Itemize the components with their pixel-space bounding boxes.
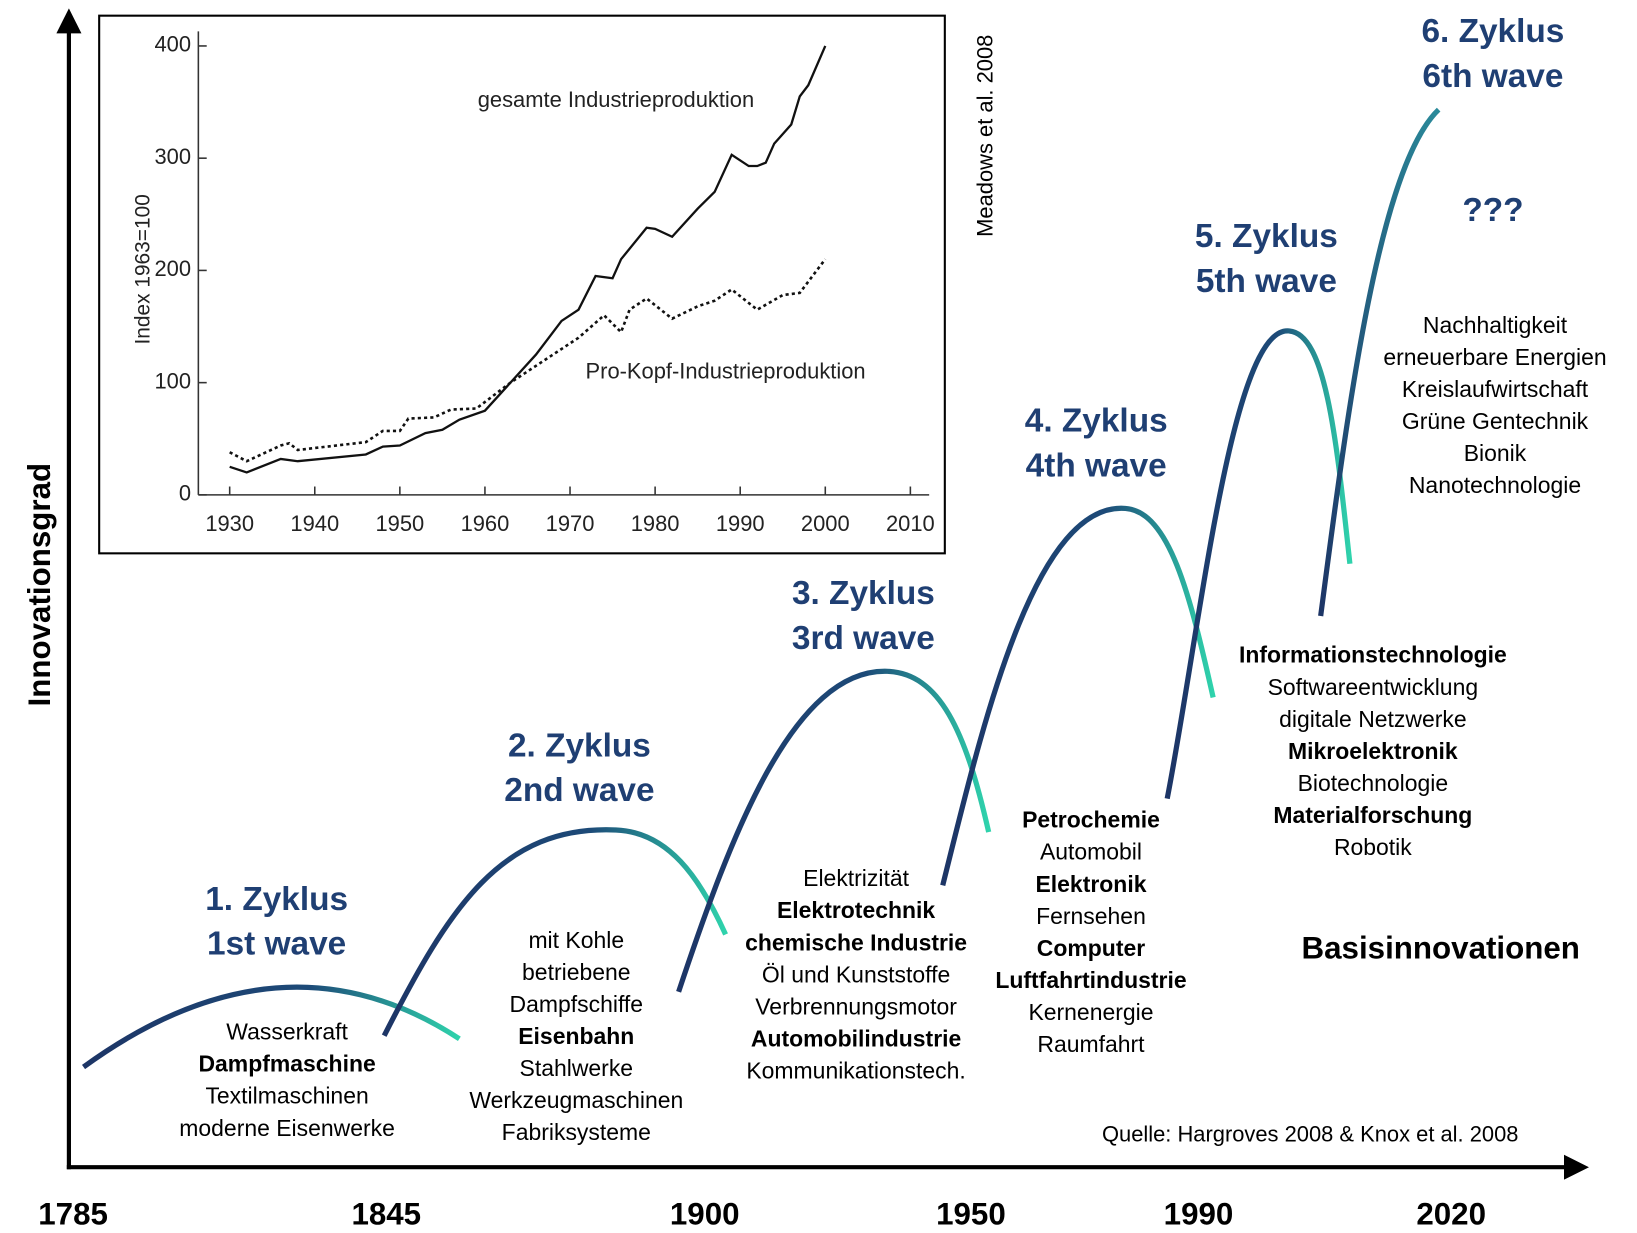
innovation: Wasserkraft <box>226 1019 348 1045</box>
x-tick-label: 1960 <box>461 511 510 536</box>
x-tick-label: 2000 <box>801 511 850 536</box>
series-line <box>229 258 827 463</box>
year-label: 1785 <box>38 1197 108 1232</box>
innovation: Softwareentwicklung <box>1268 674 1479 700</box>
series-label: gesamte Industrieproduktion <box>478 87 754 112</box>
innovation: Raumfahrt <box>1037 1031 1145 1057</box>
x-tick-label: 1930 <box>205 511 254 536</box>
y-tick-label: 100 <box>154 368 191 393</box>
innovation: Werkzeugmaschinen <box>469 1087 683 1113</box>
innovation: Eisenbahn <box>518 1023 634 1049</box>
innovation: chemische Industrie <box>745 929 967 955</box>
wave-curve <box>81 984 461 1070</box>
innovation: Materialforschung <box>1273 802 1472 828</box>
innovation: Elektrizität <box>803 865 909 891</box>
inset-source: Meadows et al. 2008 <box>972 35 997 237</box>
innovation: digitale Netzwerke <box>1279 706 1467 732</box>
y-axis-label: Innovationsgrad <box>22 463 57 707</box>
x-tick-label: 1970 <box>546 511 595 536</box>
wave-title: 5th wave <box>1196 263 1337 300</box>
wave-title: 3. Zyklus <box>792 575 935 612</box>
wave-note: ??? <box>1462 192 1523 229</box>
wave-title: 6th wave <box>1422 58 1563 95</box>
series-label: Pro-Kopf-Industrieproduktion <box>586 359 866 384</box>
innovation: Biotechnologie <box>1298 770 1449 796</box>
innovation: Öl und Kunststoffe <box>762 961 950 987</box>
wave-curve <box>1318 107 1441 617</box>
innovation: Robotik <box>1334 834 1412 860</box>
innovation: erneuerbare Energien <box>1383 344 1606 370</box>
innovation: Fernsehen <box>1036 903 1146 929</box>
x-tick-label: 1940 <box>290 511 339 536</box>
y-tick-label: 0 <box>179 481 191 506</box>
innovation: Fabriksysteme <box>502 1119 651 1145</box>
x-tick-label: 1990 <box>716 511 765 536</box>
wave-curve <box>676 668 992 993</box>
dynamic: 0 100 200 300 400 1930 1940 1950 1960 1970 1980 199… <box>38 13 1606 1231</box>
innovation: betriebene <box>522 959 630 985</box>
x-tick-label: 2010 <box>886 511 935 536</box>
innovation: Dampfschiffe <box>510 991 644 1017</box>
wave-curve <box>940 505 1216 886</box>
year-label: 1900 <box>670 1197 740 1232</box>
x-tick-label: 1950 <box>375 511 424 536</box>
innovation: Luftfahrtindustrie <box>995 967 1186 993</box>
year-label: 1990 <box>1164 1197 1234 1232</box>
wave-title: 3rd wave <box>792 620 935 657</box>
innovation: mit Kohle <box>528 927 624 953</box>
wave-curve <box>1164 328 1353 800</box>
innovation: Mikroelektronik <box>1288 738 1458 764</box>
wave-title: 2nd wave <box>504 772 654 809</box>
inset-y-label: Index 1963=100 <box>132 194 155 344</box>
innovation: Grüne Gentechnik <box>1402 408 1589 434</box>
x-tick-label: 1980 <box>631 511 680 536</box>
inset-frame <box>98 14 946 555</box>
source: Quelle: Hargroves 2008 & Knox et al. 200… <box>1102 1122 1518 1147</box>
y-tick-label: 300 <box>154 144 191 169</box>
wave-title: 1. Zyklus <box>205 881 348 918</box>
wave-title: 6. Zyklus <box>1421 13 1564 50</box>
innovation: Elektronik <box>1035 871 1146 897</box>
innovation: moderne Eisenwerke <box>179 1115 395 1141</box>
wave-title: 5. Zyklus <box>1195 218 1338 255</box>
y-tick-label: 400 <box>154 32 191 57</box>
innovation: Kommunikationstech. <box>746 1057 965 1083</box>
innovation: Automobilindustrie <box>751 1025 961 1051</box>
year-label: 1950 <box>936 1197 1006 1232</box>
wave-curve <box>381 827 728 1037</box>
innovation: Nachhaltigkeit <box>1423 312 1568 338</box>
innovation: Textilmaschinen <box>205 1083 368 1109</box>
year-label: 2020 <box>1416 1197 1486 1232</box>
innovation: Kernenergie <box>1028 999 1153 1025</box>
series-line <box>229 45 827 474</box>
innovation: Dampfmaschine <box>198 1051 375 1077</box>
wave-title: 1st wave <box>207 926 346 963</box>
year-label: 1845 <box>351 1197 421 1232</box>
innovation: Computer <box>1037 935 1145 961</box>
waves <box>81 107 1441 1070</box>
innovation: Elektrotechnik <box>777 897 935 923</box>
wave-title: 4. Zyklus <box>1025 403 1168 440</box>
innovation: Kreislaufwirtschaft <box>1402 376 1589 402</box>
wave-title: 4th wave <box>1026 448 1167 485</box>
innovation: Verbrennungsmotor <box>755 993 957 1019</box>
innovation: Stahlwerke <box>520 1055 634 1081</box>
innovation: Nanotechnologie <box>1409 472 1581 498</box>
innovation: Petrochemie <box>1022 807 1160 833</box>
wave-title: 2. Zyklus <box>508 727 651 764</box>
innovation: Bionik <box>1464 440 1527 466</box>
y-tick-label: 200 <box>154 256 191 281</box>
innovation: Automobil <box>1040 839 1142 865</box>
corner-label: Basisinnovationen <box>1302 930 1580 965</box>
innovation: Informationstechnologie <box>1239 642 1507 668</box>
